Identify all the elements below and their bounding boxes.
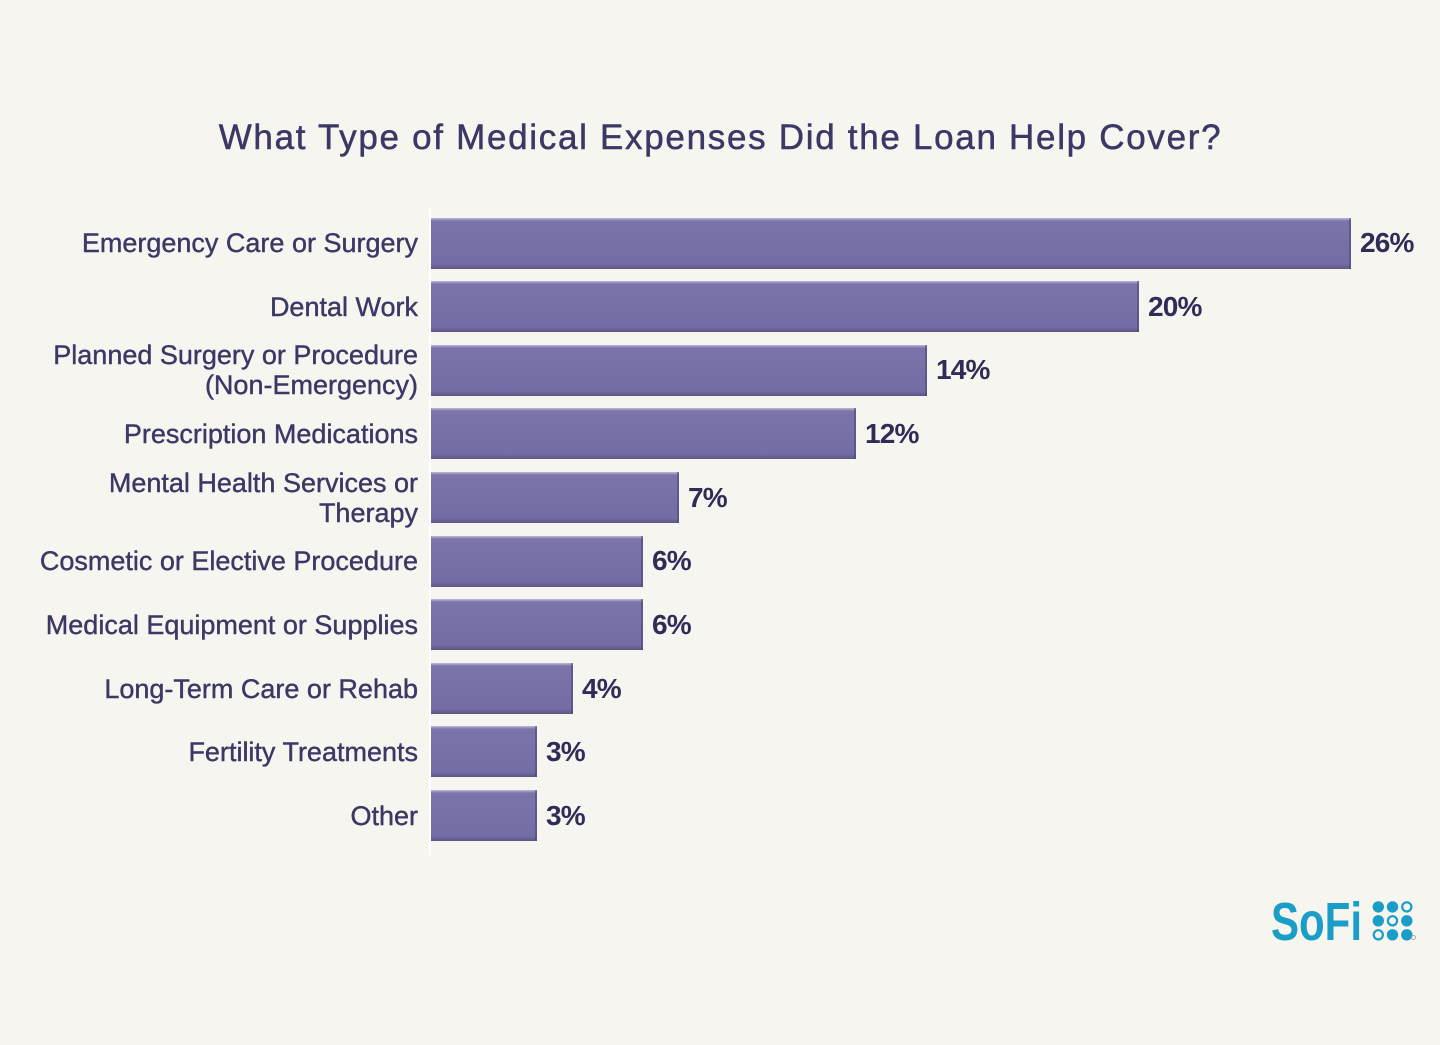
svg-text:SoFi: SoFi xyxy=(1271,894,1362,946)
